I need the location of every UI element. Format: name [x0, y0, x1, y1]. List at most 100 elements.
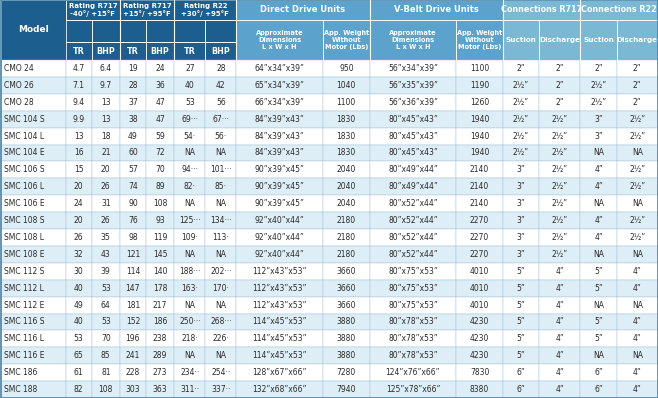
Bar — [503, 162, 539, 178]
Bar — [580, 347, 617, 364]
Bar — [120, 212, 146, 229]
Bar — [503, 195, 539, 212]
Text: 1940: 1940 — [470, 115, 489, 124]
Bar — [236, 280, 323, 297]
Text: 4”: 4” — [633, 334, 642, 343]
Bar — [617, 77, 658, 94]
Text: NA: NA — [593, 250, 604, 259]
Bar — [370, 20, 456, 60]
Bar — [617, 229, 658, 246]
Text: 113·: 113· — [213, 233, 229, 242]
Bar — [1, 280, 66, 297]
Bar — [370, 280, 456, 297]
Bar — [539, 212, 580, 229]
Text: 2”: 2” — [633, 98, 642, 107]
Bar — [617, 212, 658, 229]
Text: 80”x52”x44”: 80”x52”x44” — [388, 199, 438, 208]
Text: 53: 53 — [74, 334, 84, 343]
Bar — [236, 94, 323, 111]
Text: 18: 18 — [101, 132, 111, 140]
Bar — [370, 364, 456, 381]
Bar — [120, 162, 146, 178]
Bar — [456, 111, 503, 128]
Bar — [205, 195, 236, 212]
Text: 80”x75”x53”: 80”x75”x53” — [388, 267, 438, 276]
Text: 145: 145 — [153, 250, 167, 259]
Bar — [174, 347, 205, 364]
Text: 1830: 1830 — [337, 132, 356, 140]
Bar — [456, 20, 503, 60]
Bar — [456, 195, 503, 212]
Bar — [323, 162, 370, 178]
Text: CMO 24: CMO 24 — [4, 64, 34, 73]
Bar — [1, 314, 66, 330]
Bar — [66, 128, 91, 144]
Text: 250···: 250··· — [179, 318, 201, 326]
Bar — [205, 364, 236, 381]
Text: SMC 108 L: SMC 108 L — [4, 233, 44, 242]
Text: NA: NA — [215, 250, 226, 259]
Text: NA: NA — [632, 148, 643, 158]
Text: 112”x43”x53”: 112”x43”x53” — [253, 267, 307, 276]
Text: 3880: 3880 — [337, 334, 356, 343]
Text: Discharge: Discharge — [539, 37, 580, 43]
Text: 2½”: 2½” — [629, 182, 645, 191]
Bar — [580, 77, 617, 94]
Bar — [120, 280, 146, 297]
Bar — [205, 20, 236, 42]
Text: 238: 238 — [153, 334, 167, 343]
Bar — [539, 347, 580, 364]
Text: 2140: 2140 — [470, 165, 489, 174]
Bar — [370, 263, 456, 280]
Bar — [539, 60, 580, 77]
Bar — [323, 381, 370, 398]
Bar — [120, 60, 146, 77]
Bar — [120, 246, 146, 263]
Bar — [456, 314, 503, 330]
Text: 35: 35 — [101, 233, 111, 242]
Bar — [370, 229, 456, 246]
Bar — [66, 162, 91, 178]
Text: 3”: 3” — [517, 233, 525, 242]
Bar — [580, 111, 617, 128]
Bar — [456, 297, 503, 314]
Text: 4010: 4010 — [470, 300, 489, 310]
Text: NA: NA — [632, 250, 643, 259]
Bar — [174, 314, 205, 330]
Bar — [205, 280, 236, 297]
Bar — [236, 162, 323, 178]
Text: 2½”: 2½” — [629, 165, 645, 174]
Bar — [503, 263, 539, 280]
Text: Rating R22
+30°/ +95°F: Rating R22 +30°/ +95°F — [182, 3, 229, 17]
Bar — [174, 162, 205, 178]
Bar — [617, 195, 658, 212]
Text: 43: 43 — [101, 250, 111, 259]
Bar — [146, 347, 174, 364]
Text: NA: NA — [593, 148, 604, 158]
Text: 226·: 226· — [213, 334, 229, 343]
Text: 114”x45”x53”: 114”x45”x53” — [253, 318, 307, 326]
Text: TR: TR — [73, 47, 84, 55]
Text: 80”x78”x53”: 80”x78”x53” — [388, 351, 438, 360]
Bar — [580, 381, 617, 398]
Bar — [66, 144, 91, 162]
Text: 2140: 2140 — [470, 199, 489, 208]
Bar — [236, 381, 323, 398]
Text: 37: 37 — [128, 98, 138, 107]
Text: 2140: 2140 — [470, 182, 489, 191]
Text: Discharge: Discharge — [617, 37, 658, 43]
Bar — [205, 128, 236, 144]
Bar — [617, 162, 658, 178]
Text: 26: 26 — [101, 216, 111, 225]
Bar — [91, 280, 120, 297]
Text: 85·: 85· — [215, 182, 227, 191]
Text: 2½”: 2½” — [590, 81, 607, 90]
Text: 70: 70 — [101, 334, 111, 343]
Text: 80”x78”x53”: 80”x78”x53” — [388, 318, 438, 326]
Bar — [91, 128, 120, 144]
Text: 4”: 4” — [633, 368, 642, 377]
Text: Approximate
Dimensions
L x W x H: Approximate Dimensions L x W x H — [256, 30, 303, 50]
Text: 2½”: 2½” — [551, 199, 568, 208]
Text: 20: 20 — [101, 165, 111, 174]
Text: 2½”: 2½” — [629, 132, 645, 140]
